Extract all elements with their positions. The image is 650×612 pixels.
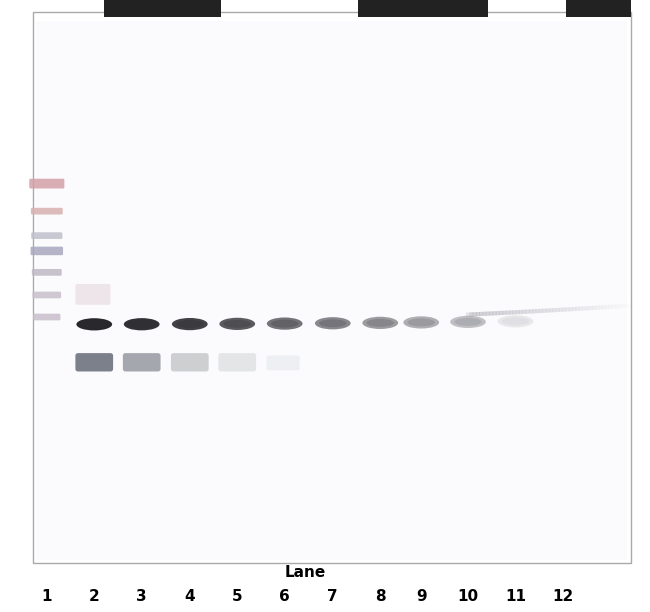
FancyBboxPatch shape [31,232,62,239]
Ellipse shape [315,317,351,329]
Ellipse shape [176,320,203,328]
Ellipse shape [266,318,302,330]
Ellipse shape [220,318,255,330]
Bar [36,21,627,560]
FancyBboxPatch shape [75,353,113,371]
Text: 1: 1 [42,589,52,604]
Ellipse shape [363,317,398,329]
Text: 8: 8 [375,589,385,604]
Text: 2: 2 [89,589,99,604]
Text: 12: 12 [552,589,573,604]
Ellipse shape [77,318,112,330]
Ellipse shape [128,320,155,328]
Ellipse shape [124,318,160,330]
Text: 3: 3 [136,589,147,604]
Ellipse shape [81,320,108,328]
FancyBboxPatch shape [218,353,256,371]
Ellipse shape [450,316,486,328]
FancyBboxPatch shape [75,284,110,305]
Text: 10: 10 [458,589,478,604]
FancyBboxPatch shape [29,179,64,188]
FancyBboxPatch shape [31,207,62,214]
FancyBboxPatch shape [266,356,300,370]
Text: Lane: Lane [285,565,326,580]
Ellipse shape [502,318,529,326]
Text: 5: 5 [232,589,242,604]
Text: 11: 11 [505,589,526,604]
Ellipse shape [498,315,534,327]
Ellipse shape [271,319,298,327]
Ellipse shape [403,316,439,329]
FancyBboxPatch shape [31,247,63,255]
Ellipse shape [172,318,207,330]
Ellipse shape [454,318,482,326]
FancyBboxPatch shape [123,353,161,371]
Text: 7: 7 [328,589,338,604]
FancyBboxPatch shape [33,314,60,321]
FancyBboxPatch shape [171,353,209,371]
Ellipse shape [224,320,251,328]
Bar [566,0,630,17]
Text: 9: 9 [416,589,426,604]
Text: 6: 6 [280,589,290,604]
Text: 4: 4 [185,589,195,604]
Ellipse shape [408,318,435,326]
Bar [358,0,488,17]
Ellipse shape [367,319,394,327]
Bar [104,0,221,17]
FancyBboxPatch shape [32,269,62,275]
FancyBboxPatch shape [32,291,61,298]
Ellipse shape [319,319,346,327]
